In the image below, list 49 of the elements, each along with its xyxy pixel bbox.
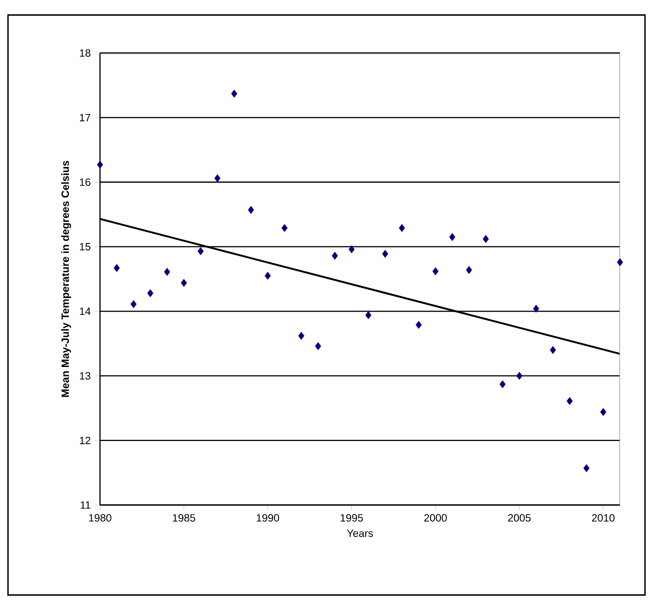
point [533, 304, 540, 313]
point [180, 278, 187, 287]
y-tick-label: 14 [80, 308, 91, 315]
point [332, 252, 338, 260]
point [231, 90, 238, 98]
point [214, 174, 220, 182]
point [449, 233, 456, 242]
x-axis-title: Years [346, 530, 373, 537]
y-tick-label: 13 [80, 372, 90, 380]
point [264, 272, 271, 280]
y-tick-label: 18 [80, 49, 90, 57]
point [500, 380, 506, 388]
point [198, 247, 204, 256]
point [482, 234, 489, 243]
y-tick-label: 11 [80, 501, 90, 509]
x-tick-label: 2010 [592, 514, 615, 522]
y-tick-label: 12 [80, 436, 90, 444]
point [114, 264, 120, 272]
point [348, 245, 355, 254]
point [550, 346, 556, 354]
x-tick-label: 1990 [256, 514, 280, 522]
point [600, 408, 606, 416]
point [616, 258, 624, 266]
point [164, 268, 170, 276]
point [298, 332, 304, 340]
y-tick-label: 17 [80, 114, 90, 122]
x-tick-label: 1985 [172, 514, 196, 522]
point [130, 300, 137, 308]
point [516, 372, 522, 380]
x-tick-label: 1980 [89, 514, 112, 522]
y-tick-label: 15 [80, 243, 90, 250]
x-tick-label: 1995 [340, 514, 363, 522]
point [147, 289, 154, 298]
point [365, 311, 372, 320]
point [416, 320, 422, 329]
y-tick-label: 16 [80, 178, 90, 186]
point [281, 224, 288, 232]
point [566, 397, 573, 406]
point [466, 266, 472, 274]
x-tick-label: 2005 [508, 514, 531, 522]
point [398, 224, 405, 232]
point [382, 250, 388, 258]
x-tick-label: 2000 [424, 514, 447, 522]
point [248, 206, 254, 214]
point [583, 464, 590, 472]
point [315, 342, 322, 350]
y-axis-title: Mean May-July Temperature in degrees Celsius [61, 160, 72, 397]
point [432, 267, 439, 276]
point [96, 160, 104, 169]
